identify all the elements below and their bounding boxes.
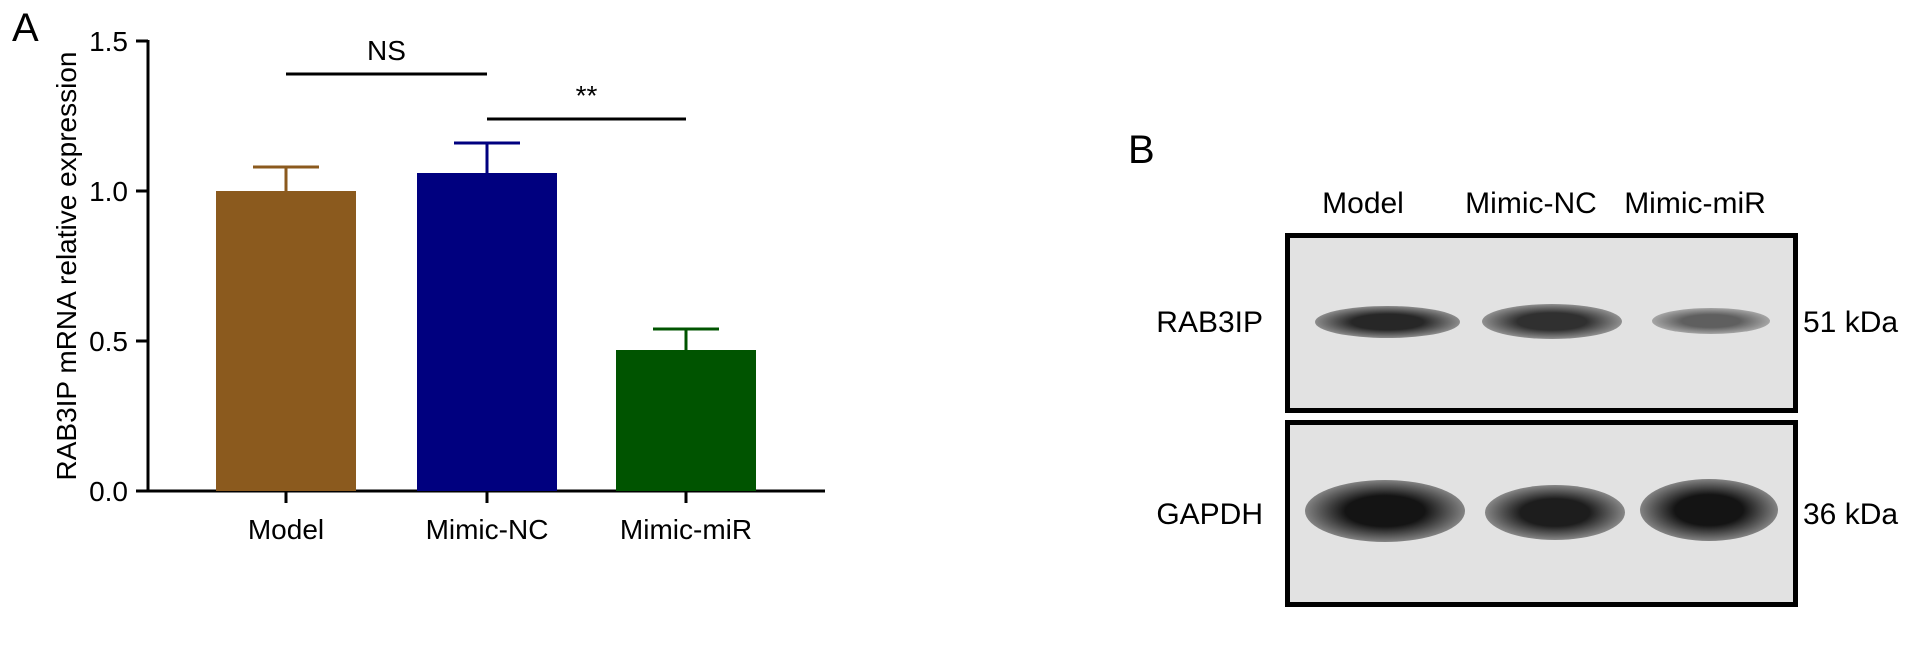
significance-label: ** bbox=[576, 80, 598, 111]
kda-label-gapdh: 36 kDa bbox=[1803, 498, 1899, 531]
y-tick-label: 1.0 bbox=[89, 176, 128, 207]
x-tick-label: Mimic-miR bbox=[620, 514, 752, 545]
band-gapdh-mimic-mir bbox=[1640, 479, 1778, 541]
y-tick-label: 0.5 bbox=[89, 326, 128, 357]
lane-label-mimic-nc: Mimic-NC bbox=[1465, 187, 1597, 220]
y-tick-label: 1.5 bbox=[89, 26, 128, 57]
blot-label-gapdh: GAPDH bbox=[1156, 498, 1263, 531]
panel-b-letter: B bbox=[1128, 128, 1155, 172]
y-tick-label: 0.0 bbox=[89, 476, 128, 507]
band-gapdh-mimic-nc bbox=[1485, 485, 1625, 540]
bar bbox=[616, 350, 756, 491]
blot-gapdh bbox=[1285, 420, 1798, 607]
y-axis-label: RAB3IP mRNA relative expression bbox=[51, 52, 82, 481]
significance-label: NS bbox=[367, 35, 406, 66]
lane-label-model: Model bbox=[1322, 187, 1404, 220]
lane-label-mimic-mir: Mimic-miR bbox=[1624, 187, 1766, 220]
band-rab3ip-mimic-mir bbox=[1652, 308, 1770, 334]
bar bbox=[417, 173, 557, 491]
kda-label-rab3ip: 51 kDa bbox=[1803, 306, 1899, 339]
x-tick-label: Mimic-NC bbox=[426, 514, 549, 545]
blot-label-rab3ip: RAB3IP bbox=[1156, 306, 1263, 339]
x-tick-label: Model bbox=[248, 514, 324, 545]
panel-a-letter: A bbox=[12, 6, 39, 50]
blot-rab3ip bbox=[1285, 233, 1798, 413]
band-rab3ip-mimic-nc bbox=[1482, 304, 1622, 339]
band-rab3ip-model bbox=[1315, 306, 1460, 338]
bar bbox=[216, 191, 356, 491]
band-gapdh-model bbox=[1305, 480, 1465, 542]
